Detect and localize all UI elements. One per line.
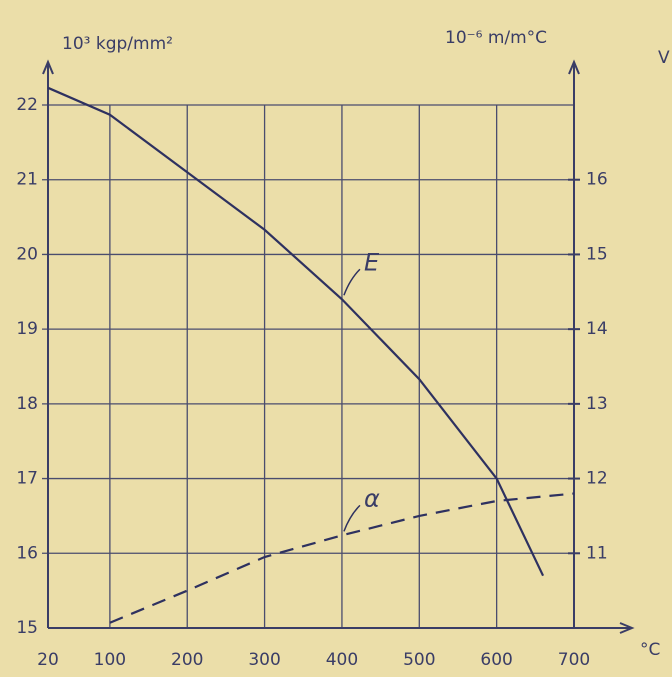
chart: 10³ kgp/mm² 10⁻⁶ m/m°C °C V 20 100 200 300 4…	[0, 0, 672, 677]
x-tick-label: 100	[94, 650, 126, 670]
x-tick-label: 700	[558, 650, 590, 670]
y2-tick-label: 16	[586, 170, 608, 190]
annotation: V	[658, 48, 670, 68]
x-axis-label: °C	[640, 640, 660, 660]
y2-tick-label: 11	[586, 543, 608, 563]
y2-tick-label: 14	[586, 319, 608, 339]
x-tick-label: 500	[403, 650, 435, 670]
y2-tick-label: 15	[586, 244, 608, 264]
y-tick-label: 19	[16, 319, 38, 339]
y-tick-label: 18	[16, 394, 38, 414]
x-tick-label: 300	[248, 650, 280, 670]
x-tick-label: 400	[326, 650, 358, 670]
y-tick-label: 16	[16, 543, 38, 563]
y-tick-label: 21	[16, 170, 38, 190]
y2-tick-label: 12	[586, 469, 608, 489]
y-axis-label: 10³ kgp/mm²	[62, 34, 173, 54]
x-tick-label: 600	[480, 650, 512, 670]
y2-tick-label: 13	[586, 394, 608, 414]
x-tick-label: 20	[37, 650, 59, 670]
y-tick-label: 22	[16, 95, 38, 115]
y2-axis-label: 10⁻⁶ m/m°C	[445, 28, 547, 48]
x-tick-label: 200	[171, 650, 203, 670]
series-label: α	[364, 484, 380, 512]
y-tick-label: 20	[16, 244, 38, 264]
y-tick-label: 15	[16, 618, 38, 638]
series-label: E	[364, 248, 380, 276]
paper	[0, 0, 672, 677]
y-tick-label: 17	[16, 469, 38, 489]
